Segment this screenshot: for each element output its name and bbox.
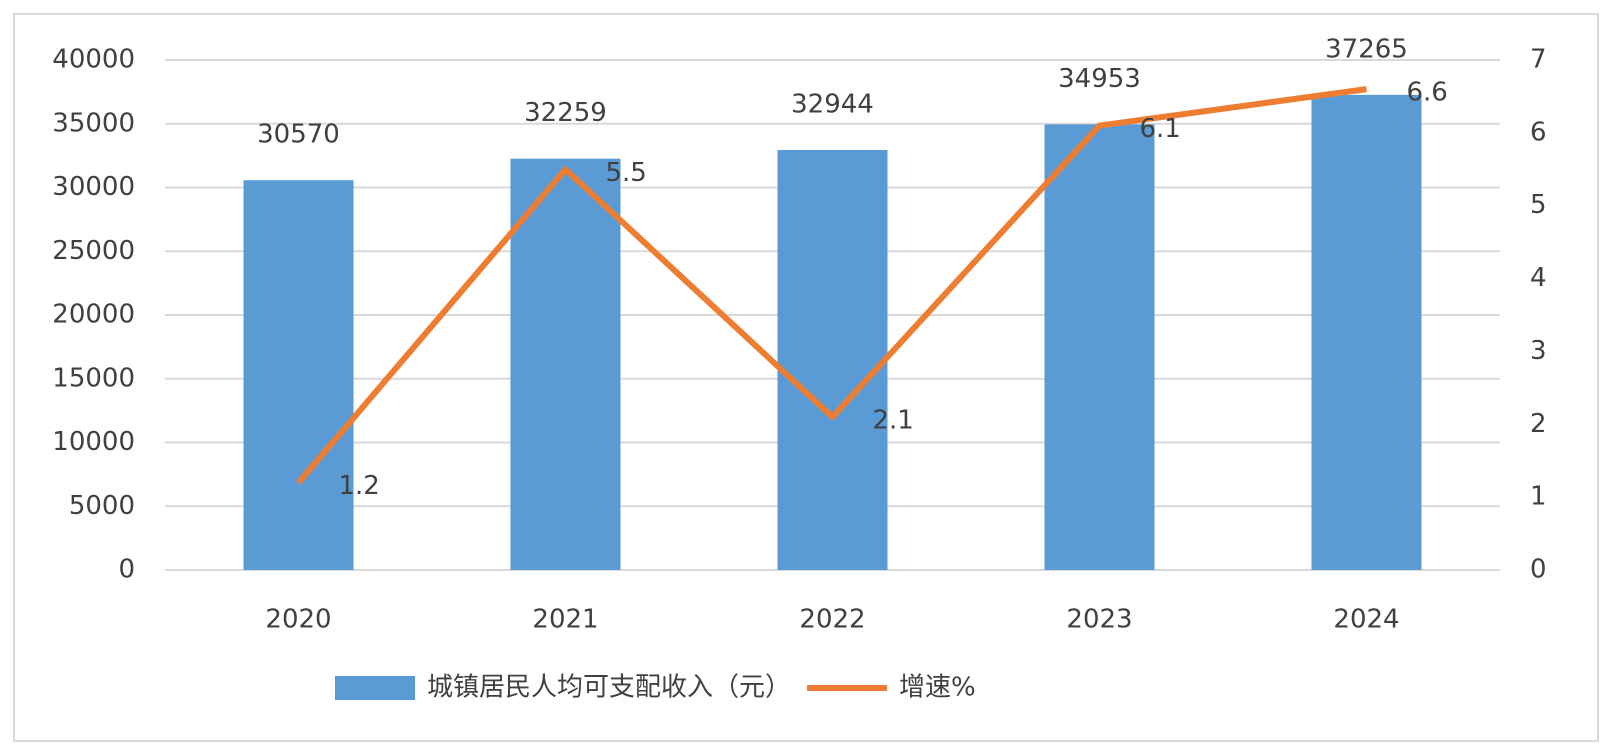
bar [510,158,621,570]
bar [777,149,888,571]
x-tick-label: 2021 [532,605,598,635]
data-label: 6.1 [1140,114,1181,144]
legend-label: 城镇居民人均可支配收入（元） [427,673,791,703]
legend-swatch [335,676,415,700]
data-label: 30570 [257,120,340,150]
y2-tick-label: 5 [1530,190,1547,220]
data-label: 32944 [791,89,874,119]
y2-tick-label: 3 [1530,336,1547,366]
data-label: 1.2 [339,471,380,501]
data-label: 34953 [1058,64,1141,94]
data-label: 37265 [1325,34,1408,64]
x-tick-label: 2022 [799,605,865,635]
y2-tick-label: 6 [1530,117,1547,147]
y2-tick-label: 2 [1530,409,1547,439]
y2-tick-label: 0 [1530,555,1547,585]
data-label: 6.6 [1407,78,1448,108]
line [296,86,1367,485]
y-tick-label: 20000 [52,300,135,330]
x-tick-label: 2023 [1066,605,1132,635]
y-tick-label: 40000 [52,45,135,75]
legend-label: 增速% [899,673,976,703]
bar [1311,94,1422,570]
y2-tick-label: 7 [1530,45,1547,75]
data-label: 2.1 [873,406,914,436]
y-tick-label: 5000 [69,491,135,521]
data-label: 5.5 [606,158,647,188]
y-tick-label: 10000 [52,427,135,457]
y2-tick-label: 4 [1530,263,1547,293]
x-tick-label: 2024 [1333,605,1399,635]
y2-tick-label: 1 [1530,482,1547,512]
y-tick-label: 35000 [52,108,135,138]
y-tick-label: 15000 [52,363,135,393]
bar [243,180,354,571]
x-tick-label: 2020 [265,605,331,635]
bar [1044,124,1155,571]
y-tick-label: 25000 [52,236,135,266]
y-tick-label: 0 [118,555,135,585]
y-tick-label: 30000 [52,172,135,202]
data-label: 32259 [524,98,607,128]
